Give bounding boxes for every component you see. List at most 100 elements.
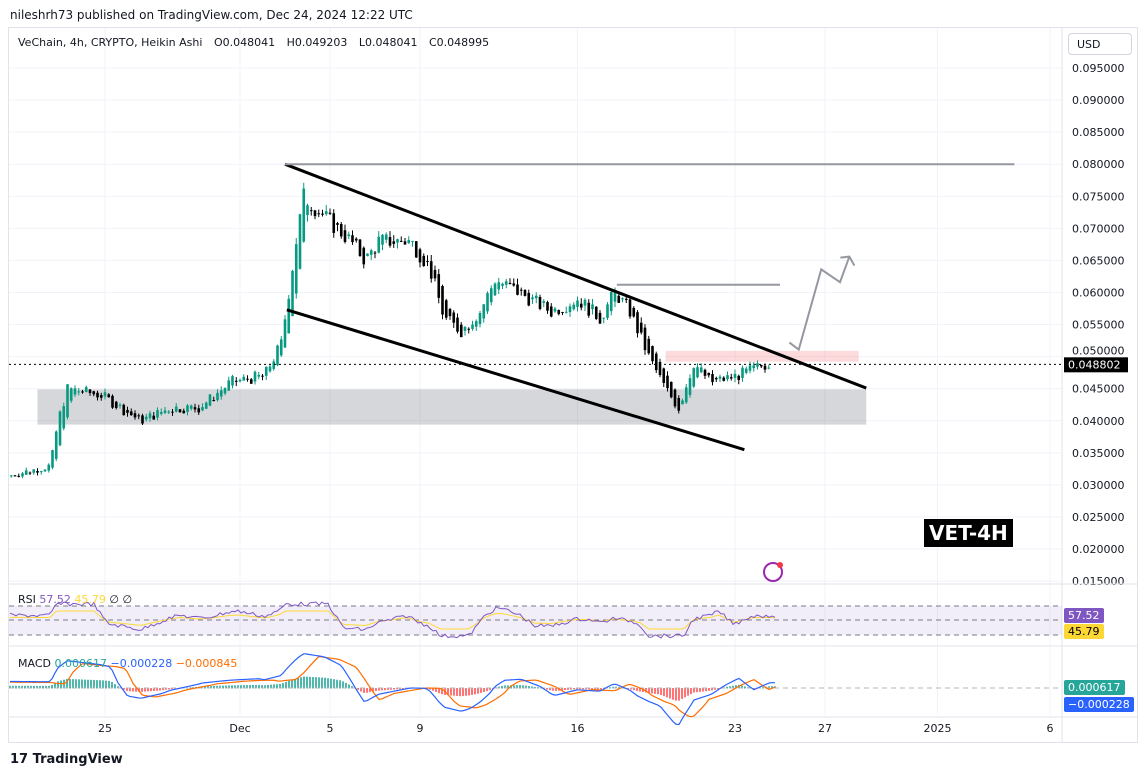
macd-hist-bar (285, 681, 287, 689)
candle-body (448, 308, 452, 317)
candle-body (478, 313, 482, 324)
candle-body (692, 368, 696, 387)
ohlc-low: L0.048041 (358, 36, 418, 49)
macd-hist-bar (573, 688, 575, 690)
macd-hist-bar (102, 680, 104, 689)
candle-body (452, 312, 456, 323)
candle-body (126, 409, 129, 413)
candle-body (369, 250, 373, 255)
macd-hist-bar (591, 688, 593, 690)
macd-hist-bar (597, 688, 599, 690)
candle-body (658, 361, 662, 376)
macd-hist-bar (519, 685, 521, 689)
candle-body (358, 239, 362, 256)
candle-body (666, 375, 669, 389)
macd-hist-bar (477, 688, 479, 694)
y-tick-label: 0.040000 (1072, 415, 1125, 428)
macd-hist-bar (507, 685, 509, 689)
macd-hist-bar (711, 688, 713, 691)
candle-body (28, 472, 32, 474)
candle-body (96, 392, 99, 398)
macd-hist-bar (696, 688, 698, 693)
symbol-legend: VeChain, 4h, CRYPTO, Heikin Ashi O0.0480… (18, 36, 497, 49)
macd-hist-bar (288, 680, 290, 689)
y-tick-label: 0.095000 (1072, 62, 1125, 75)
x-tick-label: 9 (417, 722, 424, 735)
macd-hist-bar (210, 686, 212, 689)
y-tick-label: 0.050000 (1072, 344, 1125, 357)
macd-hist-bar (273, 684, 275, 689)
macd-hist-bar (684, 688, 686, 698)
macd-hist-bar (234, 685, 236, 689)
candle-body (317, 213, 321, 215)
macd-hist-bar (390, 688, 392, 690)
macd-hist-bar (549, 688, 551, 691)
candle-body (504, 281, 508, 285)
macd-hist-bar (552, 688, 554, 691)
macd-hist-bar (117, 686, 119, 689)
macd-hist-bar (243, 685, 245, 689)
candle-body (21, 473, 24, 477)
macd-hist-bar (567, 688, 569, 690)
macd-hist-bar (633, 688, 635, 691)
candle-body (234, 380, 238, 382)
macd-hist-bar (228, 685, 230, 689)
arrow-head-icon (840, 255, 856, 267)
candle-body (373, 252, 377, 254)
macd-hist-bar (609, 687, 611, 689)
macd-hist-bar (483, 688, 485, 693)
candle-body (662, 368, 666, 383)
macd-hist-bar (282, 683, 284, 689)
macd-hist-bar (699, 688, 701, 692)
candle-body (399, 240, 403, 242)
macd-signal-value: −0.000845 (175, 657, 238, 670)
macd-hist-bar (153, 688, 155, 691)
symbol-info: VeChain, 4h, CRYPTO, Heikin Ashi (18, 36, 203, 49)
candle-body (137, 415, 141, 417)
candle-body (9, 475, 13, 477)
candle-body (696, 367, 699, 378)
channel-upper-line (284, 162, 867, 390)
macd-hist-bar (531, 686, 533, 689)
candle-body (396, 239, 399, 243)
macd-hist-bar (588, 688, 590, 690)
chart-frame[interactable] (8, 27, 1138, 743)
candle-body (486, 293, 489, 312)
candle-body (302, 188, 306, 242)
y-tick-label: 0.065000 (1072, 254, 1125, 267)
candle-body (144, 416, 148, 420)
macd-hist-bar (522, 685, 524, 689)
candle-body (737, 375, 741, 381)
macd-hist-bar (321, 677, 323, 689)
lightning-icon (763, 562, 783, 582)
macd-hist-bar (342, 681, 344, 689)
candle-body (527, 292, 531, 306)
currency-button[interactable]: USD (1068, 33, 1132, 55)
candle-body (748, 365, 752, 371)
macd-hist-bar (735, 685, 737, 689)
macd-hist-bar (480, 688, 482, 693)
logo-mark-icon: 𝟭𝟳 (10, 752, 33, 767)
macd-hist-bar (216, 685, 218, 689)
macd-hist-bar (555, 688, 557, 691)
candle-body (268, 366, 272, 372)
macd-hist-bar (681, 688, 683, 699)
candle-body (699, 367, 703, 373)
macd-hist-bar (369, 688, 371, 693)
x-tick-label: 16 (571, 722, 585, 735)
macd-hist-bar (156, 688, 158, 691)
macd-hist-bar (339, 680, 341, 689)
candle-body (351, 235, 354, 243)
macd-hist-bar (489, 688, 491, 691)
candle-body (414, 241, 418, 258)
candle-body (328, 212, 332, 214)
candle-body (508, 282, 512, 285)
candle-body (609, 292, 613, 312)
candle-body (418, 249, 422, 263)
macd-hist-bar (240, 685, 242, 689)
x-tick-label: 6 (1047, 722, 1054, 735)
candle-body (204, 402, 208, 409)
candle-body (542, 301, 546, 303)
macd-hist-bar (600, 688, 602, 690)
